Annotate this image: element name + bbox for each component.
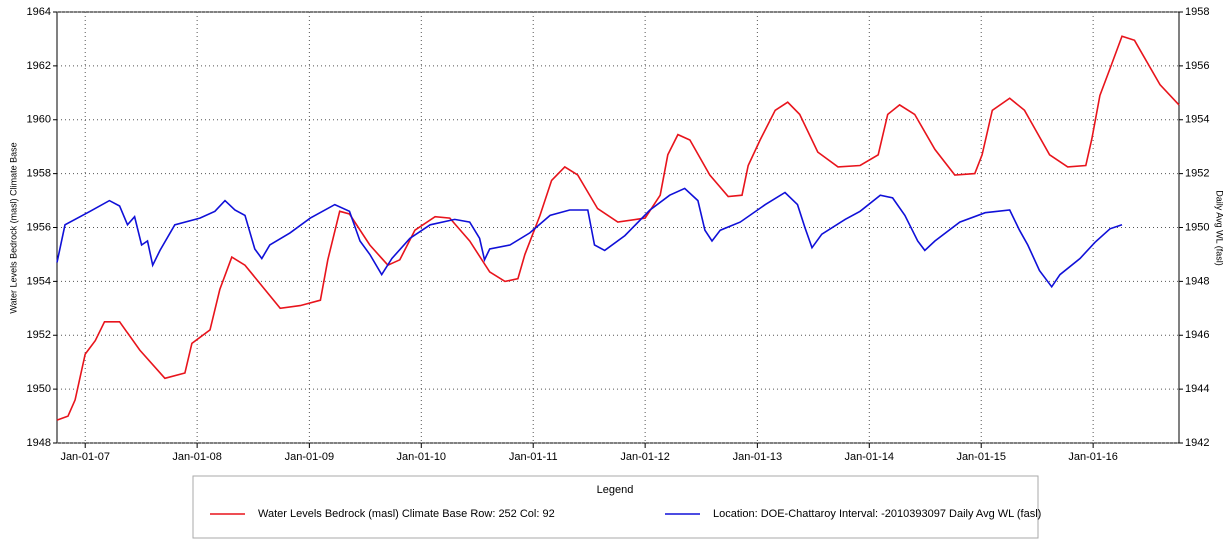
y-tick-label: 1958 bbox=[27, 168, 51, 180]
y-tick-label: 1952 bbox=[27, 329, 51, 341]
y-tick-label: 1960 bbox=[27, 114, 51, 126]
y2-tick-label: 1944 bbox=[1185, 383, 1209, 395]
y2-tick-label: 1958 bbox=[1185, 6, 1209, 18]
x-tick-label: Jan-01-11 bbox=[509, 451, 558, 463]
legend-box bbox=[192, 475, 1039, 539]
x-tick-label: Jan-01-15 bbox=[956, 451, 1006, 463]
y2-tick-label: 1946 bbox=[1185, 329, 1209, 341]
x-tick-label: Jan-01-14 bbox=[845, 451, 895, 463]
y-tick-label: 1954 bbox=[27, 275, 51, 287]
y2-tick-label: 1948 bbox=[1185, 275, 1209, 287]
y-tick-label: 1964 bbox=[27, 6, 51, 18]
y2-tick-label: 1956 bbox=[1185, 60, 1209, 72]
x-tick-label: Jan-01-16 bbox=[1068, 451, 1118, 463]
y-tick-label: 1956 bbox=[27, 221, 51, 233]
y-tick-label: 1962 bbox=[27, 60, 51, 72]
y2-tick-label: 1952 bbox=[1185, 168, 1209, 180]
x-tick-label: Jan-01-12 bbox=[620, 451, 670, 463]
legend-title: Legend bbox=[597, 484, 634, 496]
legend-label: Location: DOE-Chattaroy Interval: -20103… bbox=[713, 508, 1041, 520]
y-tick-label: 1948 bbox=[27, 437, 51, 449]
x-tick-label: Jan-01-10 bbox=[397, 451, 447, 463]
series-line bbox=[56, 35, 1180, 421]
series-line bbox=[56, 187, 1123, 289]
y2-axis-label: Daily Avg WL (fasl) bbox=[1215, 190, 1225, 266]
x-tick-label: Jan-01-08 bbox=[172, 451, 222, 463]
y2-tick-label: 1950 bbox=[1185, 221, 1209, 233]
y2-tick-label: 1954 bbox=[1185, 114, 1209, 126]
legend-label: Water Levels Bedrock (masl) Climate Base… bbox=[258, 508, 555, 520]
y-tick-label: 1950 bbox=[27, 383, 51, 395]
y-axis-label: Water Levels Bedrock (masl) Climate Base bbox=[8, 142, 18, 313]
x-tick-label: Jan-01-07 bbox=[60, 451, 110, 463]
x-tick-label: Jan-01-09 bbox=[285, 451, 335, 463]
y2-tick-label: 1942 bbox=[1185, 437, 1209, 449]
x-tick-label: Jan-01-13 bbox=[733, 451, 783, 463]
